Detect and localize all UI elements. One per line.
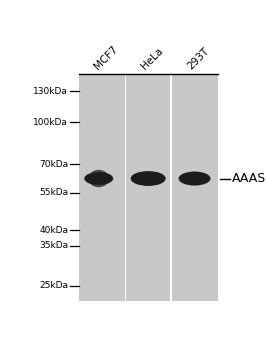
Text: 55kDa: 55kDa xyxy=(39,188,68,197)
Text: 70kDa: 70kDa xyxy=(39,160,68,169)
Bar xyxy=(171,74,218,301)
Text: HeLa: HeLa xyxy=(139,46,165,72)
Text: AAAS: AAAS xyxy=(232,172,266,185)
Ellipse shape xyxy=(178,172,211,186)
Text: 35kDa: 35kDa xyxy=(39,241,68,251)
Text: 293T: 293T xyxy=(185,46,211,72)
Ellipse shape xyxy=(88,170,109,187)
Bar xyxy=(125,74,126,301)
Bar xyxy=(170,74,172,301)
Text: 130kDa: 130kDa xyxy=(34,87,68,96)
Ellipse shape xyxy=(84,172,113,185)
Text: 100kDa: 100kDa xyxy=(34,118,68,127)
Text: 25kDa: 25kDa xyxy=(39,281,68,290)
Ellipse shape xyxy=(134,173,159,184)
Bar xyxy=(126,74,170,301)
Bar xyxy=(79,74,125,301)
Ellipse shape xyxy=(131,171,166,186)
Text: MCF7: MCF7 xyxy=(93,44,120,72)
Text: 40kDa: 40kDa xyxy=(39,226,68,235)
